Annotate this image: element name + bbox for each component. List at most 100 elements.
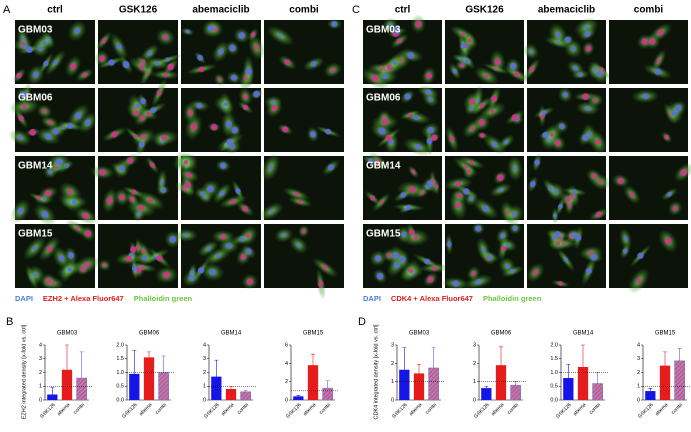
legend-label: DAPI: [15, 294, 33, 303]
nucleus: [184, 232, 189, 238]
nucleus: [664, 237, 672, 245]
nucleus: [294, 191, 299, 197]
error-bar: [566, 363, 571, 378]
error-bar: [132, 350, 137, 374]
y-tick-label: 1: [473, 379, 476, 385]
chart-title: GBM15: [303, 331, 324, 337]
bar: [481, 388, 492, 400]
micrograph: [443, 155, 524, 225]
nucleus: [29, 128, 37, 136]
bar: [577, 367, 589, 400]
nucleus: [16, 72, 22, 79]
nucleus: [534, 159, 540, 166]
y-tick-label: 1: [203, 384, 206, 390]
nucleus: [457, 193, 463, 199]
nucleus: [118, 165, 125, 172]
nucleus: [119, 194, 125, 201]
nucleus: [67, 189, 74, 195]
nucleus: [198, 66, 205, 72]
nucleus: [156, 254, 163, 262]
nucleus: [511, 114, 519, 121]
nucleus: [229, 44, 236, 52]
y-tick-label: 0.5: [116, 384, 124, 390]
nucleus: [664, 134, 670, 140]
nucleus: [82, 212, 90, 220]
nucleus: [82, 72, 88, 78]
nucleus: [375, 158, 381, 164]
nucleus: [142, 255, 148, 261]
nucleus: [667, 191, 672, 197]
nucleus: [167, 63, 175, 71]
bar: [510, 385, 521, 401]
nucleus: [397, 38, 402, 44]
nucleus: [230, 74, 238, 81]
nucleus: [209, 268, 216, 276]
nucleus: [426, 180, 434, 188]
nucleus: [67, 267, 73, 272]
y-tick-label: 4: [203, 342, 206, 348]
micrograph: [445, 20, 531, 86]
bar: [645, 391, 656, 400]
y-tick-label: 1.0: [550, 370, 558, 376]
nucleus: [41, 211, 49, 218]
bar: [674, 360, 685, 401]
micrograph-bg: [609, 20, 688, 84]
chart-title: GBM14: [221, 331, 242, 337]
nucleus: [205, 246, 211, 251]
nucleus: [475, 278, 482, 285]
column-header: abemaciclib: [192, 5, 249, 16]
error-bar: [499, 346, 503, 366]
nucleus: [370, 195, 376, 201]
x-tick-label: GSK126: [39, 402, 57, 420]
column-header: combi: [289, 5, 319, 16]
nucleus: [427, 276, 434, 283]
bar: [240, 391, 252, 401]
nucleus: [281, 233, 286, 238]
x-tick-label: combi: [72, 402, 86, 416]
nucleus: [43, 60, 49, 67]
nucleus: [572, 189, 577, 195]
column-header: ctrl: [47, 5, 63, 16]
nucleus: [219, 190, 225, 196]
nucleus: [446, 241, 452, 247]
nucleus: [401, 231, 407, 238]
error-bar: [595, 372, 600, 384]
chart-title: GBM03: [57, 331, 78, 337]
bar: [211, 376, 222, 400]
nucleus: [381, 118, 389, 126]
nucleus: [19, 91, 27, 98]
nucleus: [84, 230, 92, 237]
nucleus: [479, 103, 485, 108]
y-tick-label: 2.0: [116, 342, 124, 348]
error-bar: [161, 355, 166, 373]
nucleus: [596, 211, 602, 218]
legend-label: Phalloidin green: [483, 294, 542, 303]
x-tick-label: abema: [56, 402, 71, 417]
nucleus: [184, 160, 189, 165]
nucleus: [220, 233, 227, 240]
nucleus: [425, 89, 432, 96]
nucleus: [637, 252, 644, 259]
nucleus: [184, 181, 192, 189]
micrograph: [259, 153, 344, 221]
nucleus: [32, 246, 37, 251]
nucleus: [69, 63, 77, 70]
nucleus: [654, 68, 661, 75]
micrograph: [181, 87, 264, 155]
x-tick-label: GSK126: [555, 402, 573, 420]
chart-title: GBM15: [655, 331, 676, 337]
nucleus: [245, 233, 251, 239]
nucleus: [496, 174, 504, 181]
y-tick-label: 4: [39, 342, 42, 348]
nucleus: [231, 126, 239, 134]
row-label: GBM06: [18, 93, 53, 104]
nucleus: [491, 141, 498, 148]
nucleus: [532, 269, 539, 276]
nucleus: [130, 246, 137, 253]
nucleus: [140, 98, 147, 104]
nucleus: [406, 204, 412, 210]
x-tick-label: abema: [408, 402, 423, 417]
nucleus: [242, 205, 249, 212]
nucleus: [529, 181, 536, 187]
legend-label: CDK4 + Alexa Fluor647: [391, 294, 473, 303]
